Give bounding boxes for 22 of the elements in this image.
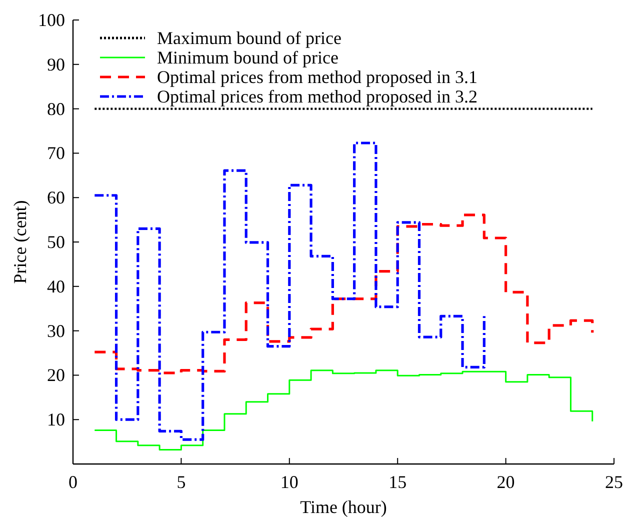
legend-label: Maximum bound of price: [157, 28, 342, 48]
x-tick-label: 5: [176, 472, 186, 492]
legend-label: Optimal prices from method proposed in 3.1: [157, 67, 478, 87]
y-tick-label: 100: [38, 10, 65, 30]
x-tick-label: 0: [68, 472, 78, 492]
y-tick-label: 80: [47, 98, 65, 119]
x-tick-label: 25: [605, 472, 623, 492]
y-tick-label: 60: [47, 188, 65, 208]
legend-label: Optimal prices from method proposed in 3.2: [157, 86, 478, 106]
legend-label: Minimum bound of price: [157, 48, 338, 68]
y-tick-label: 90: [47, 54, 65, 74]
y-tick-label: 20: [47, 365, 65, 386]
y-axis-title: Price (cent): [10, 200, 30, 284]
y-tick-label: 50: [47, 232, 65, 252]
x-tick-label: 15: [388, 472, 407, 492]
x-tick-label: 20: [496, 472, 515, 492]
y-tick-label: 70: [47, 143, 65, 164]
y-tick-label: 10: [47, 410, 65, 430]
y-tick-label: 40: [47, 276, 65, 296]
x-tick-label: 10: [280, 472, 298, 492]
y-tick-label: 30: [47, 320, 65, 341]
x-axis-title: Time (hour): [300, 497, 387, 517]
